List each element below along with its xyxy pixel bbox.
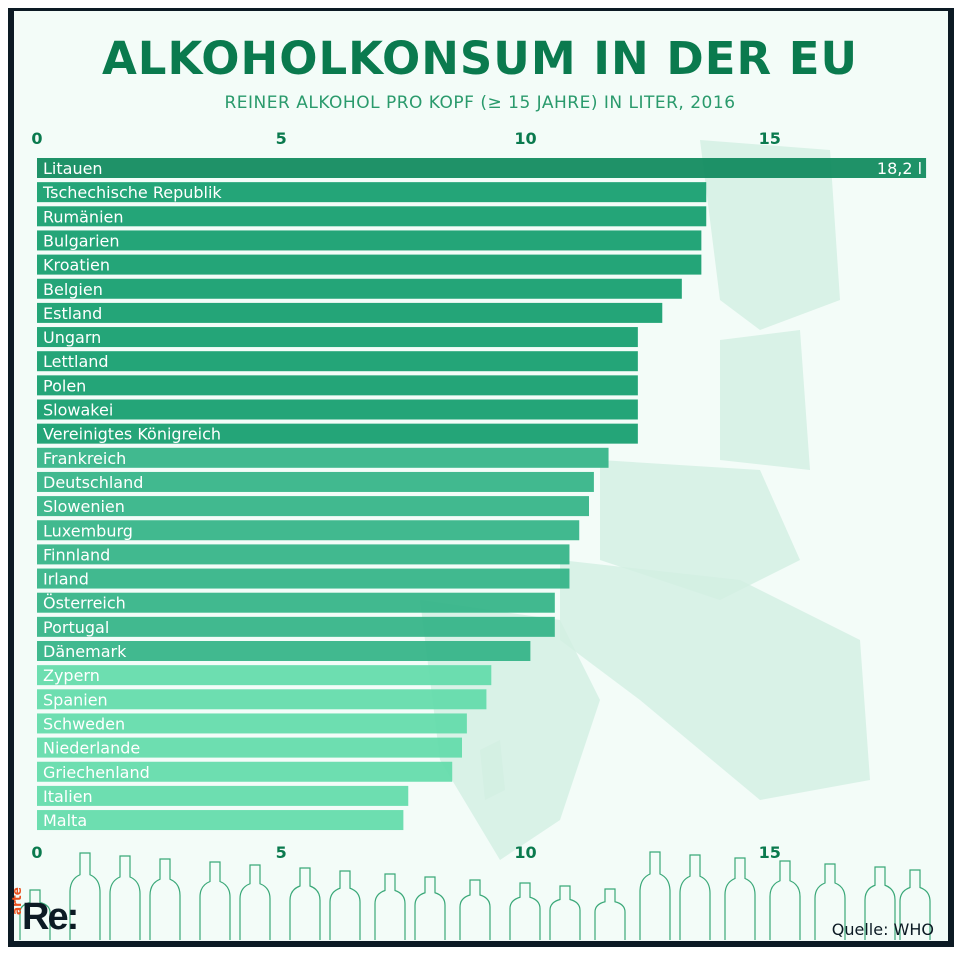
bar xyxy=(37,592,555,613)
bar xyxy=(37,206,707,227)
bottle-icon xyxy=(149,858,181,940)
source-note: Quelle: WHO xyxy=(831,920,934,939)
bottle-icon xyxy=(549,885,581,940)
bar xyxy=(37,471,594,492)
map-region xyxy=(480,740,505,800)
bar xyxy=(37,785,409,806)
x-tick-label-bottom: 0 xyxy=(31,843,42,862)
bar xyxy=(37,713,467,734)
bar xyxy=(37,375,638,396)
bar xyxy=(37,689,487,710)
bottle-icon xyxy=(289,867,321,940)
bar xyxy=(37,761,453,782)
x-tick-label-top: 15 xyxy=(759,129,781,148)
bar-label: Estland xyxy=(43,304,102,323)
x-tick-label-top: 0 xyxy=(31,129,42,148)
bar-label: Tschechische Republik xyxy=(42,183,222,202)
chart-title: ALKOHOLKONSUM IN DER EU xyxy=(101,32,859,85)
x-tick-label-bottom: 10 xyxy=(514,843,536,862)
bar-label: Kroatien xyxy=(43,256,110,275)
bottle-icon xyxy=(414,876,446,940)
bottle-icon xyxy=(69,852,101,940)
data-label: 18,2 l xyxy=(877,159,922,178)
bottle-icon xyxy=(329,870,361,940)
bottle-icon xyxy=(19,889,51,940)
bar xyxy=(37,520,580,541)
bottle-icon xyxy=(899,869,931,940)
bar-label: Griechenland xyxy=(43,763,150,782)
bar-label: Luxemburg xyxy=(43,521,133,540)
bar-label: Polen xyxy=(43,376,86,395)
bottle-icon xyxy=(724,857,756,940)
bar xyxy=(37,447,609,468)
map-region xyxy=(560,560,870,800)
bar-label: Belgien xyxy=(43,280,103,299)
bar xyxy=(37,278,682,299)
bottle-icon xyxy=(109,855,141,940)
bar-label: Frankreich xyxy=(43,449,126,468)
bar xyxy=(37,254,702,275)
bar-label: Spanien xyxy=(43,690,108,709)
bar-label: Finnland xyxy=(43,545,110,564)
bar xyxy=(37,158,927,178)
bar xyxy=(37,327,638,348)
x-tick-label-top: 10 xyxy=(514,129,536,148)
bottle-icon xyxy=(639,851,671,940)
bottle-icon xyxy=(374,873,406,940)
bottle-icon xyxy=(769,860,801,940)
bar-label: Italien xyxy=(43,787,93,806)
bottle-icon xyxy=(509,882,541,940)
bar xyxy=(37,737,462,758)
bottle-icon xyxy=(864,866,896,940)
bar-label: Irland xyxy=(43,570,89,589)
bottle-icon xyxy=(594,888,626,940)
bottle-icon xyxy=(239,864,271,940)
bottle-icon xyxy=(459,879,491,940)
bar xyxy=(37,182,707,203)
bar xyxy=(37,423,638,444)
bar-label: Ungarn xyxy=(43,328,101,347)
bar xyxy=(37,230,702,251)
map-region xyxy=(720,330,810,470)
bar-label: Rumänien xyxy=(43,207,124,226)
map-region xyxy=(700,140,840,330)
map-region xyxy=(420,600,600,860)
bar xyxy=(37,496,590,517)
bar-label: Österreich xyxy=(43,594,126,613)
chart-subtitle: REINER ALKOHOL PRO KOPF (≥ 15 JAHRE) IN … xyxy=(224,93,736,113)
bar-label: Malta xyxy=(43,811,87,830)
bar-label: Lettland xyxy=(43,352,109,371)
bar xyxy=(37,544,570,565)
bar xyxy=(37,616,555,637)
bar-label: Litauen xyxy=(43,159,103,178)
bar xyxy=(37,665,492,686)
bar-label: Dänemark xyxy=(43,642,127,661)
bar-label: Bulgarien xyxy=(43,231,120,250)
bar-label: Niederlande xyxy=(43,739,140,758)
x-tick-label-bottom: 15 xyxy=(759,843,781,862)
bar xyxy=(37,568,570,589)
map-region xyxy=(600,460,800,600)
bottle-icon xyxy=(814,863,846,940)
bottle-icon xyxy=(679,854,711,940)
bar xyxy=(37,351,638,372)
bar-label: Zypern xyxy=(43,666,100,685)
bottle-icon xyxy=(199,861,231,940)
bar-label: Slowakei xyxy=(43,401,113,420)
bar-label: Portugal xyxy=(43,618,109,637)
x-tick-label-top: 5 xyxy=(276,129,287,148)
bar-label: Deutschland xyxy=(43,473,143,492)
bar xyxy=(37,302,663,323)
bar xyxy=(37,810,404,831)
x-tick-label-bottom: 5 xyxy=(276,843,287,862)
bar xyxy=(37,641,531,661)
bar-label: Slowenien xyxy=(43,497,125,516)
bar-label: Vereinigtes Königreich xyxy=(43,425,221,444)
re-logo: Re: xyxy=(22,896,79,938)
bar-label: Schweden xyxy=(43,714,125,733)
bar xyxy=(37,399,638,420)
